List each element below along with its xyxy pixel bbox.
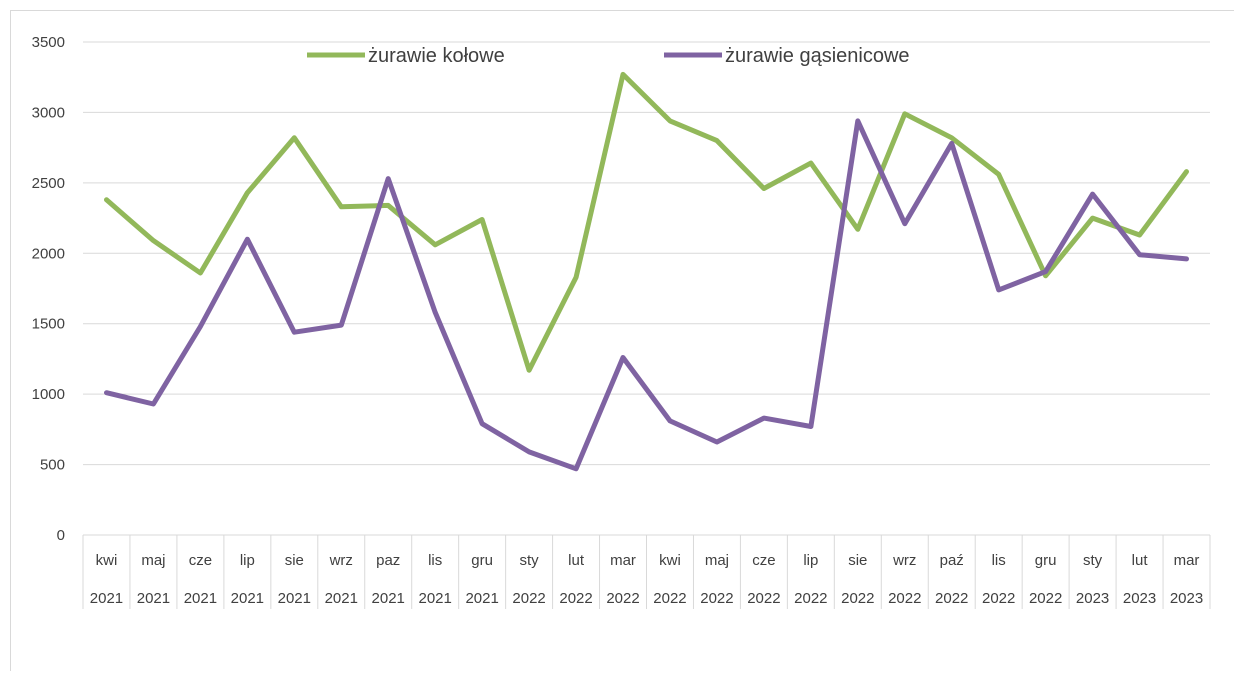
x-tick-month: sty <box>520 552 540 569</box>
x-tick-year: 2021 <box>90 590 123 607</box>
x-tick-year: 2022 <box>512 590 545 607</box>
x-tick-month: lis <box>428 552 442 569</box>
x-tick-year: 2021 <box>372 590 405 607</box>
x-tick-month: sty <box>1083 552 1103 569</box>
legend-item-1[interactable]: żurawie gąsienicowe <box>664 45 910 67</box>
y-tick-label: 3500 <box>32 34 65 51</box>
legend-item-0[interactable]: żurawie kołowe <box>307 45 505 67</box>
x-tick-year: 2022 <box>794 590 827 607</box>
x-tick-month: kwi <box>96 552 118 569</box>
y-tick-label: 500 <box>40 457 65 474</box>
x-tick-month: wrz <box>329 552 353 569</box>
x-tick-year: 2023 <box>1170 590 1203 607</box>
x-tick-month: cze <box>189 552 212 569</box>
x-tick-month: wrz <box>892 552 916 569</box>
series-lines <box>104 71 1189 472</box>
y-tick-label: 0 <box>57 527 65 544</box>
x-tick-month: mar <box>1174 552 1200 569</box>
x-tick-year: 2021 <box>465 590 498 607</box>
x-tick-year: 2023 <box>1076 590 1109 607</box>
x-tick-month: lip <box>803 552 818 569</box>
x-tick-year: 2022 <box>653 590 686 607</box>
x-tick-month: cze <box>752 552 775 569</box>
chart-frame <box>10 10 1234 671</box>
x-tick-month: lut <box>568 552 585 569</box>
y-axis: 0 500 1000 1500 2000 2500 3000 3500 <box>32 34 65 544</box>
x-tick-month: lut <box>1132 552 1149 569</box>
x-tick-month: mar <box>610 552 636 569</box>
x-tick-year: 2022 <box>841 590 874 607</box>
x-tick-year: 2021 <box>137 590 170 607</box>
x-tick-year: 2022 <box>1029 590 1062 607</box>
x-tick-month: sie <box>285 552 304 569</box>
x-tick-month: lip <box>240 552 255 569</box>
gridlines <box>83 41 1210 466</box>
legend-label-0: żurawie kołowe <box>368 45 505 67</box>
x-tick-month: gru <box>1035 552 1057 569</box>
legend: żurawie kołowe żurawie gąsienicowe <box>307 45 910 67</box>
x-tick-month: gru <box>471 552 493 569</box>
x-axis: kwi 2021 maj 2021 cze 2021 lip 2021 sie 2021 wrz 20… <box>82 534 1211 609</box>
x-tick-year: 2022 <box>747 590 780 607</box>
x-tick-year: 2021 <box>184 590 217 607</box>
x-tick-month: paź <box>940 552 964 569</box>
x-tick-year: 2022 <box>559 590 592 607</box>
x-tick-year: 2021 <box>278 590 311 607</box>
x-tick-year: 2023 <box>1123 590 1156 607</box>
x-tick-year: 2021 <box>419 590 452 607</box>
y-tick-label: 3000 <box>32 104 65 121</box>
legend-label-1: żurawie gąsienicowe <box>725 45 910 67</box>
x-tick-month: paz <box>376 552 400 569</box>
x-tick-year: 2022 <box>700 590 733 607</box>
x-tick-year: 2021 <box>325 590 358 607</box>
x-tick-year: 2021 <box>231 590 264 607</box>
x-tick-year: 2022 <box>982 590 1015 607</box>
x-tick-month: kwi <box>659 552 681 569</box>
x-tick-year: 2022 <box>606 590 639 607</box>
x-tick-month: maj <box>705 552 729 569</box>
x-tick-year: 2022 <box>888 590 921 607</box>
x-tick-month: maj <box>141 552 165 569</box>
x-tick-month: lis <box>992 552 1006 569</box>
y-tick-label: 2500 <box>32 175 65 192</box>
x-tick-year: 2022 <box>935 590 968 607</box>
series-line-1 <box>104 118 1189 472</box>
y-tick-label: 1500 <box>32 316 65 333</box>
x-tick-month: sie <box>848 552 867 569</box>
y-tick-label: 2000 <box>32 245 65 262</box>
y-tick-label: 1000 <box>32 386 65 403</box>
series-line-0 <box>104 71 1189 373</box>
